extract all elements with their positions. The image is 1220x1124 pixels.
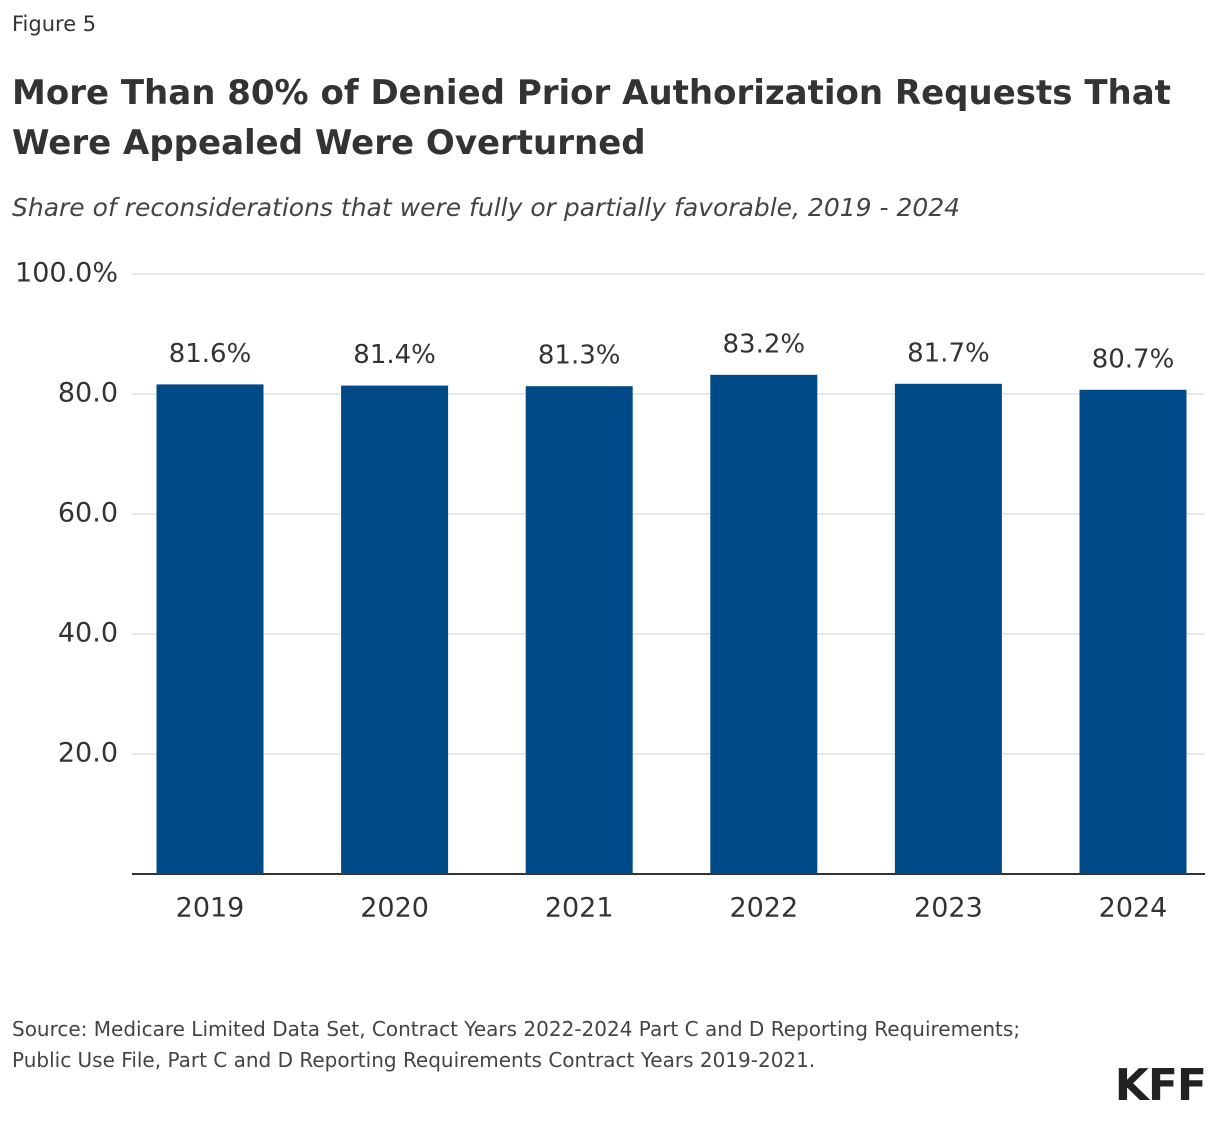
x-tick-label: 2022 xyxy=(729,893,798,924)
value-label: 81.6% xyxy=(169,339,252,369)
y-tick-label: 80.0 xyxy=(58,378,118,409)
value-label: 81.4% xyxy=(353,340,436,370)
value-label: 83.2% xyxy=(722,329,805,359)
value-label: 81.3% xyxy=(538,341,621,371)
bar xyxy=(341,385,449,874)
source-note: Source: Medicare Limited Data Set, Contr… xyxy=(12,1017,1021,1072)
x-tick-label: 2020 xyxy=(360,893,429,924)
chart-subtitle: Share of reconsiderations that were full… xyxy=(12,193,961,222)
y-tick-label: 40.0 xyxy=(58,618,118,649)
value-label: 80.7% xyxy=(1092,344,1175,374)
y-tick-label: 20.0 xyxy=(58,738,118,769)
figure-label: Figure 5 xyxy=(12,12,97,36)
y-tick-label: 100.0% xyxy=(15,258,118,289)
bar xyxy=(894,383,1002,874)
x-tick-label: 2019 xyxy=(176,893,245,924)
x-tick-label: 2023 xyxy=(914,893,983,924)
bar xyxy=(1079,389,1187,874)
logo: KFF xyxy=(1114,1060,1207,1111)
chart-title: More Than 80% of Denied Prior Authorizat… xyxy=(12,73,1171,163)
x-tick-label: 2024 xyxy=(1099,893,1168,924)
x-tick-label: 2021 xyxy=(545,893,614,924)
bar xyxy=(710,374,818,874)
bar xyxy=(525,386,633,874)
bar xyxy=(156,384,264,874)
value-label: 81.7% xyxy=(907,338,990,368)
y-tick-label: 60.0 xyxy=(58,498,118,529)
